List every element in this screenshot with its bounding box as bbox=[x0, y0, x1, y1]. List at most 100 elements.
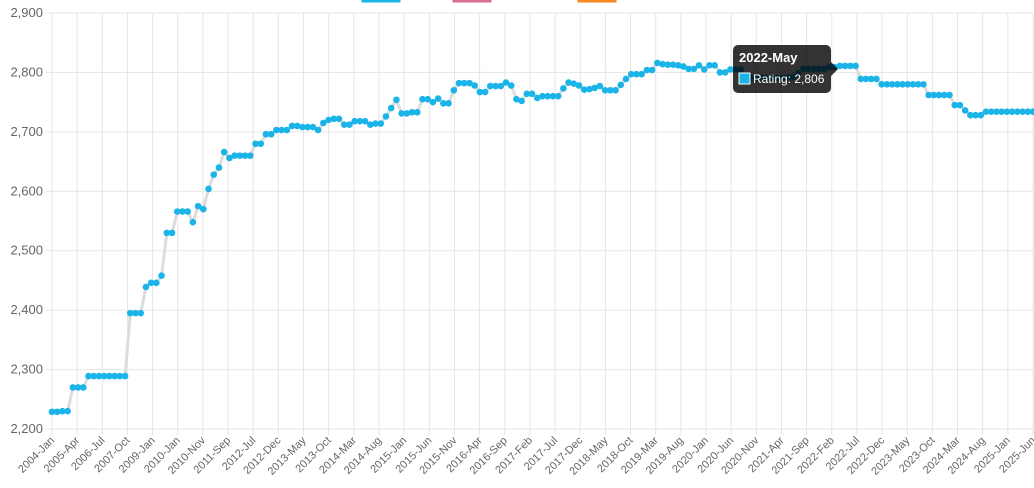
data-point[interactable] bbox=[946, 91, 953, 99]
data-point[interactable] bbox=[330, 115, 338, 123]
data-point[interactable] bbox=[215, 164, 223, 171]
data-point[interactable] bbox=[565, 79, 572, 86]
data-point[interactable] bbox=[320, 119, 327, 127]
legend-swatch[interactable] bbox=[577, 0, 617, 3]
data-point[interactable] bbox=[1024, 108, 1032, 115]
data-point[interactable] bbox=[909, 81, 917, 88]
data-point[interactable] bbox=[393, 96, 400, 104]
data-point[interactable] bbox=[972, 111, 979, 119]
data-point[interactable] bbox=[638, 70, 645, 78]
data-point[interactable] bbox=[648, 66, 656, 74]
data-point[interactable] bbox=[706, 61, 713, 69]
data-point[interactable] bbox=[894, 81, 901, 88]
data-point[interactable] bbox=[116, 372, 124, 380]
data-point[interactable] bbox=[977, 111, 985, 119]
data-point[interactable] bbox=[1029, 108, 1034, 115]
data-point[interactable] bbox=[518, 97, 525, 105]
data-point[interactable] bbox=[304, 123, 311, 131]
data-point[interactable] bbox=[59, 407, 66, 415]
data-point[interactable] bbox=[1014, 108, 1021, 115]
data-point[interactable] bbox=[847, 62, 854, 70]
data-point[interactable] bbox=[507, 82, 515, 89]
data-point[interactable] bbox=[262, 130, 270, 138]
data-point[interactable] bbox=[53, 408, 61, 416]
data-point[interactable] bbox=[617, 81, 625, 89]
data-point[interactable] bbox=[142, 283, 150, 291]
data-point[interactable] bbox=[622, 75, 630, 83]
data-point[interactable] bbox=[413, 108, 421, 116]
data-point[interactable] bbox=[987, 108, 995, 115]
data-point[interactable] bbox=[659, 60, 666, 68]
data-point[interactable] bbox=[434, 95, 442, 102]
data-point[interactable] bbox=[163, 229, 171, 237]
data-point[interactable] bbox=[982, 108, 990, 115]
data-point[interactable] bbox=[69, 384, 77, 391]
data-point[interactable] bbox=[612, 86, 619, 94]
data-point[interactable] bbox=[158, 272, 165, 279]
data-point[interactable] bbox=[951, 101, 959, 109]
data-point[interactable] bbox=[1008, 108, 1016, 115]
data-point[interactable] bbox=[246, 152, 254, 159]
data-point[interactable] bbox=[340, 121, 348, 129]
data-point[interactable] bbox=[716, 69, 724, 76]
data-point[interactable] bbox=[252, 140, 259, 148]
data-point[interactable] bbox=[627, 70, 635, 78]
data-point[interactable] bbox=[356, 117, 364, 125]
data-point[interactable] bbox=[492, 82, 499, 90]
data-point[interactable] bbox=[544, 92, 552, 100]
legend[interactable] bbox=[361, 0, 617, 3]
data-point[interactable] bbox=[857, 75, 865, 83]
data-point[interactable] bbox=[64, 407, 71, 415]
data-point[interactable] bbox=[867, 75, 875, 83]
data-point[interactable] bbox=[236, 152, 244, 159]
data-point[interactable] bbox=[674, 61, 682, 69]
data-point[interactable] bbox=[367, 121, 374, 129]
data-point[interactable] bbox=[153, 279, 160, 287]
legend-swatch[interactable] bbox=[452, 0, 492, 3]
data-point[interactable] bbox=[935, 91, 943, 99]
data-point[interactable] bbox=[466, 79, 473, 87]
data-point[interactable] bbox=[95, 372, 103, 380]
data-point[interactable] bbox=[179, 208, 186, 215]
data-point[interactable] bbox=[440, 100, 447, 107]
data-point[interactable] bbox=[601, 86, 609, 94]
data-point[interactable] bbox=[450, 86, 458, 94]
data-point[interactable] bbox=[132, 309, 139, 317]
data-point[interactable] bbox=[173, 208, 181, 215]
data-point[interactable] bbox=[189, 218, 197, 226]
data-point[interactable] bbox=[899, 81, 906, 88]
data-point[interactable] bbox=[106, 372, 113, 380]
data-point[interactable] bbox=[633, 70, 640, 78]
data-point[interactable] bbox=[85, 372, 92, 380]
data-point[interactable] bbox=[967, 111, 974, 119]
data-point[interactable] bbox=[205, 185, 212, 193]
data-point[interactable] bbox=[372, 120, 379, 127]
data-point[interactable] bbox=[476, 88, 484, 96]
data-point[interactable] bbox=[80, 384, 87, 391]
data-point[interactable] bbox=[664, 61, 672, 69]
data-point[interactable] bbox=[528, 90, 536, 98]
data-point[interactable] bbox=[299, 123, 306, 131]
data-point[interactable] bbox=[220, 148, 228, 156]
data-point[interactable] bbox=[48, 408, 56, 416]
data-point[interactable] bbox=[200, 205, 207, 213]
data-point[interactable] bbox=[111, 372, 118, 380]
data-point[interactable] bbox=[961, 107, 969, 114]
data-point[interactable] bbox=[643, 66, 651, 74]
data-point[interactable] bbox=[727, 66, 734, 73]
data-point[interactable] bbox=[419, 95, 426, 103]
data-point[interactable] bbox=[690, 65, 698, 73]
data-point[interactable] bbox=[231, 152, 238, 159]
data-point[interactable] bbox=[471, 82, 478, 89]
data-point[interactable] bbox=[325, 116, 332, 124]
data-point[interactable] bbox=[1003, 108, 1011, 115]
data-point[interactable] bbox=[883, 81, 891, 88]
data-point[interactable] bbox=[121, 372, 129, 380]
data-point[interactable] bbox=[580, 86, 588, 93]
data-point[interactable] bbox=[267, 130, 275, 138]
data-point[interactable] bbox=[74, 384, 82, 391]
data-point[interactable] bbox=[408, 108, 416, 116]
data-point[interactable] bbox=[956, 101, 964, 109]
data-point[interactable] bbox=[904, 81, 912, 88]
data-point[interactable] bbox=[293, 122, 301, 130]
